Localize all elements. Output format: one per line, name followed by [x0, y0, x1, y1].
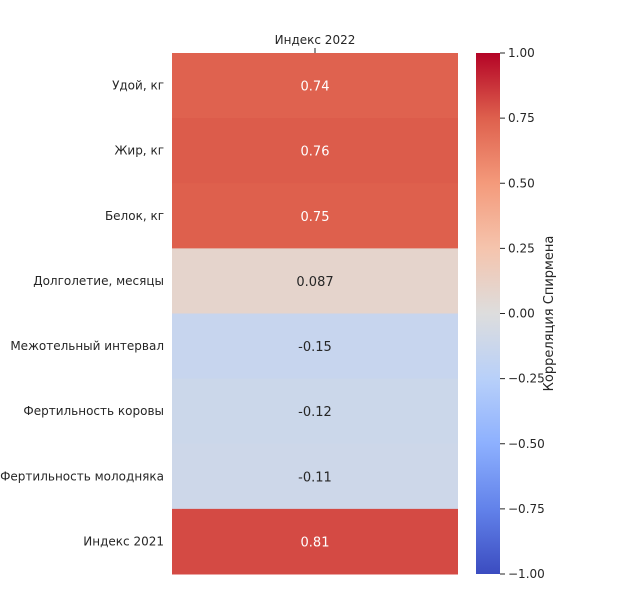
colorbar: 1.00 0.75 0.50 0.25 0.00 −0.25 −0.50 −0.75 −1.00…	[476, 46, 557, 581]
heatmap-annotations: 0.74 0.76 0.75 0.087 -0.15 -0.12 -0.11 0.81	[296, 80, 333, 551]
cell-value-label: -0.12	[298, 405, 332, 420]
row-tick-label: Фертильность молодняка	[0, 469, 164, 483]
heatmap-cell	[172, 118, 458, 184]
heatmap-cell	[172, 53, 458, 119]
colorbar-tick-label: 0.75	[508, 111, 535, 125]
colorbar-tick-label: 1.00	[508, 46, 535, 60]
colorbar-tick-label: 0.25	[508, 241, 535, 255]
colorbar-tick-label: −1.00	[508, 567, 545, 581]
row-tick-label: Фертильность коровы	[23, 404, 164, 418]
heatmap-cell	[172, 313, 458, 380]
cell-value-label: 0.087	[296, 275, 333, 290]
row-tick-label: Межотельный интервал	[10, 339, 164, 353]
colorbar-tick-label: 0.50	[508, 176, 535, 190]
row-tick-label: Жир, кг	[114, 144, 164, 158]
row-tick-label: Индекс 2021	[83, 534, 164, 548]
cell-value-label: 0.81	[301, 535, 330, 550]
heatmap-cell	[172, 443, 458, 510]
cell-value-label: 0.76	[301, 145, 330, 160]
colorbar-ticks: 1.00 0.75 0.50 0.25 0.00 −0.25 −0.50 −0.75 −1.00	[500, 46, 545, 581]
colorbar-gradient	[476, 53, 500, 574]
cell-value-label: 0.75	[301, 210, 330, 225]
colorbar-tick-label: 0.00	[508, 307, 535, 321]
colorbar-tick-label: −0.75	[508, 502, 545, 516]
colorbar-tick-label: −0.50	[508, 437, 545, 451]
heatmap-cell	[172, 508, 458, 575]
colorbar-tick-label: −0.25	[508, 372, 545, 386]
heatmap-cell	[172, 378, 458, 445]
column-axis: Индекс 2022	[275, 33, 356, 53]
row-labels: Удой, кг Жир, кг Белок, кг Долголетие, меся…	[0, 79, 164, 549]
colorbar-title: Корреляция Спирмена	[542, 236, 557, 392]
row-tick-label: Удой, кг	[112, 79, 164, 93]
heatmap-cell	[172, 248, 458, 314]
row-tick-label: Белок, кг	[105, 209, 164, 223]
row-tick-label: Долголетие, месяцы	[33, 274, 164, 288]
cell-value-label: 0.74	[301, 80, 330, 95]
cell-value-label: -0.15	[298, 340, 332, 355]
heatmap-cells	[172, 53, 458, 575]
heatmap-cell	[172, 183, 458, 249]
cell-value-label: -0.11	[298, 470, 332, 485]
column-label: Индекс 2022	[275, 33, 356, 47]
